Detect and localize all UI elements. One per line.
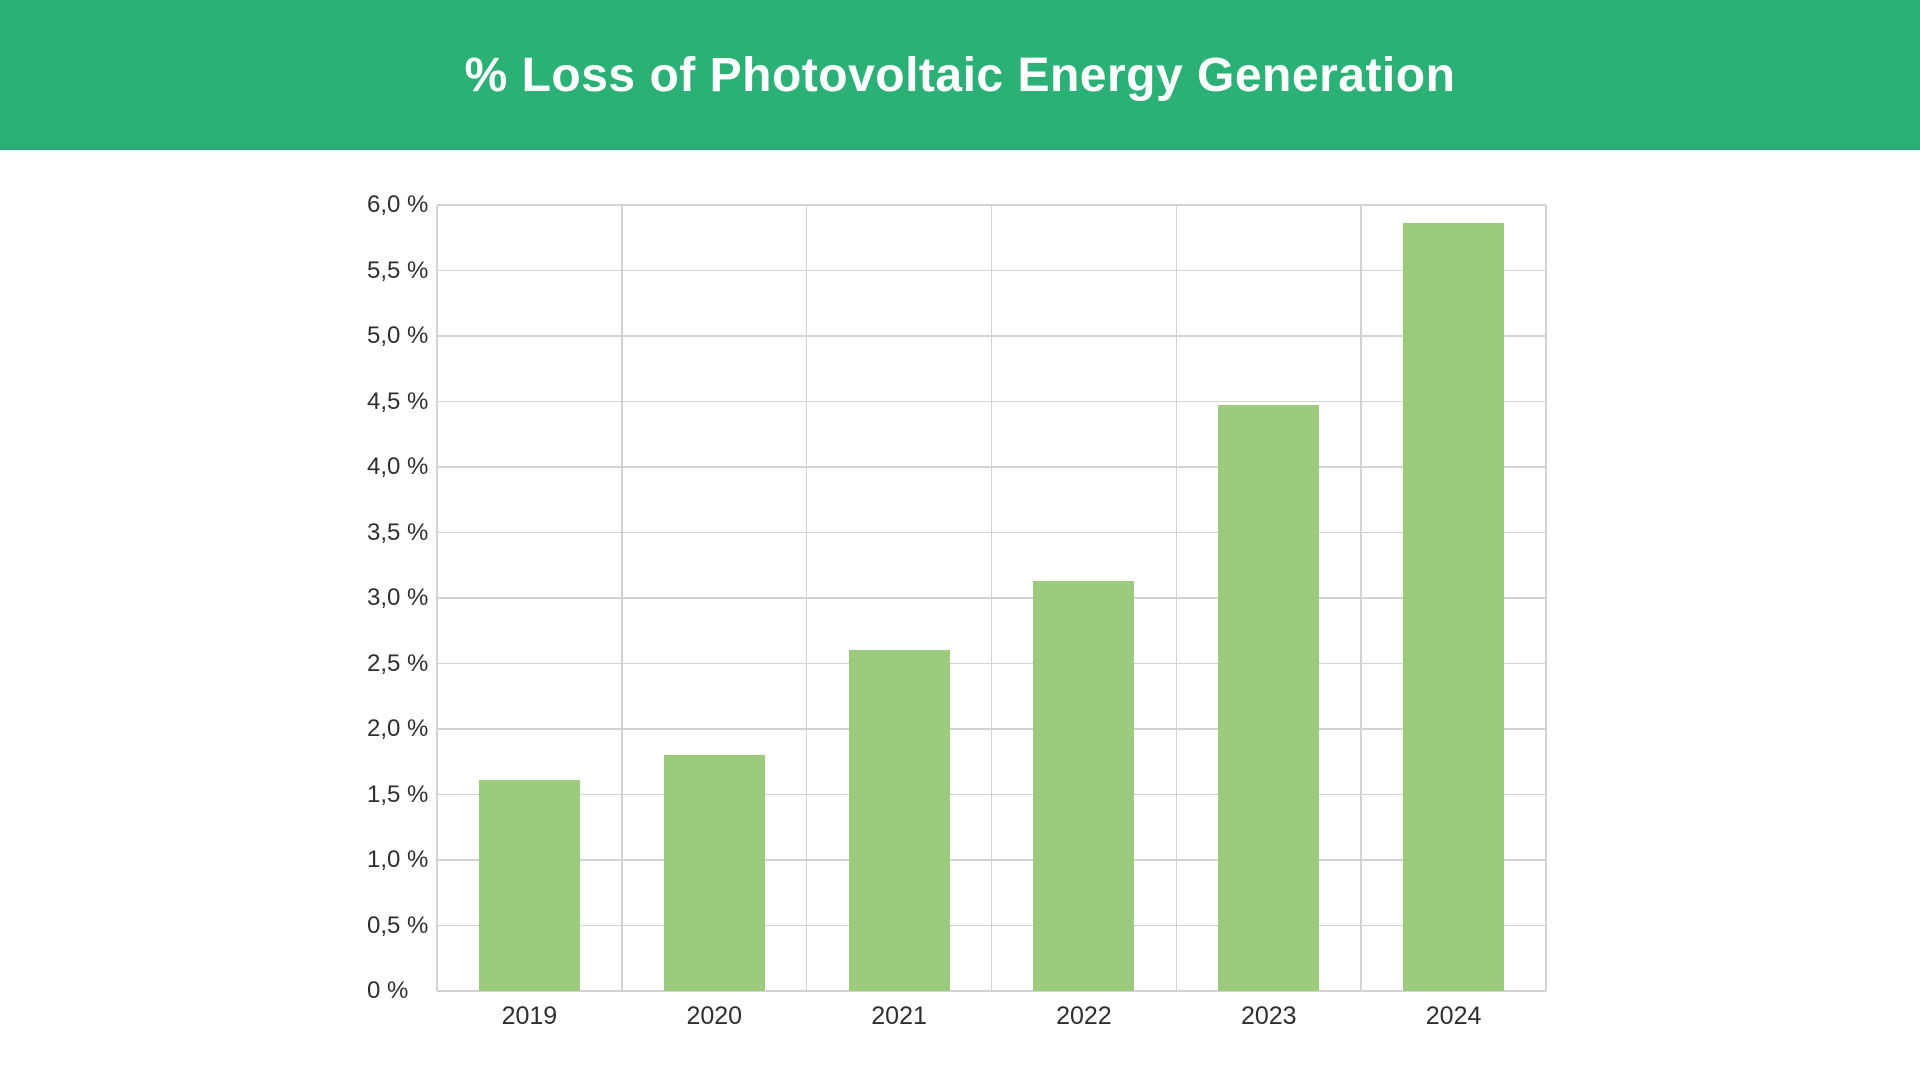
y-tick-label: 1,0 % [367,846,429,873]
x-tick-label: 2024 [1425,1002,1482,1030]
h-gridline [437,990,1546,992]
bar-2020 [663,755,765,991]
y-tick-label: 4,0 % [367,453,429,480]
bar-2024 [1403,223,1505,991]
bar-2019 [478,780,580,991]
v-gridline [805,205,808,991]
x-tick-label: 2021 [871,1002,927,1030]
y-tick-label: 0 % [367,977,409,1004]
x-tick-label: 2019 [501,1002,558,1030]
bar-2022 [1033,580,1135,991]
v-gridline [1175,205,1178,991]
v-gridline [1545,205,1547,991]
v-gridline [1360,205,1362,991]
v-gridline [436,205,438,991]
bar-2021 [848,650,950,991]
chart-title: % Loss of Photovoltaic Energy Generation [464,48,1456,102]
y-tick-label: 0,5 % [367,911,429,939]
y-tick-label: 3,5 % [367,518,429,546]
x-tick-label: 2022 [1056,1002,1112,1030]
plot-area [436,204,1547,992]
y-tick-label: 4,5 % [367,387,429,415]
y-tick-label: 6,0 % [367,191,429,218]
y-tick-label: 2,0 % [367,715,429,742]
y-tick-label: 2,5 % [367,649,429,677]
title-banner: % Loss of Photovoltaic Energy Generation [0,0,1920,150]
y-tick-label: 1,5 % [367,780,429,808]
y-tick-label: 5,0 % [367,322,429,349]
x-tick-label: 2023 [1240,1002,1297,1030]
v-gridline [621,205,623,991]
bar-2023 [1218,405,1320,991]
x-tick-label: 2020 [686,1002,743,1030]
y-tick-label: 5,5 % [367,256,429,284]
y-tick-label: 3,0 % [367,584,429,611]
v-gridline [990,205,993,991]
